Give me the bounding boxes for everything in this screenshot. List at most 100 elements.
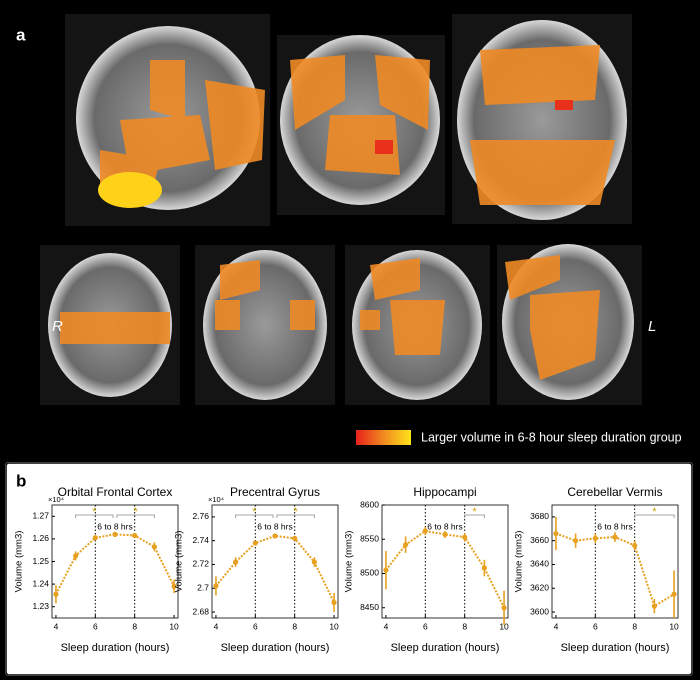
data-point — [442, 531, 448, 538]
x-tick-label: 10 — [169, 621, 179, 631]
data-point — [53, 591, 59, 597]
data-point — [233, 559, 239, 565]
x-tick-label: 8 — [632, 621, 637, 631]
brain-images — [40, 14, 642, 405]
data-point — [592, 535, 598, 541]
y-tick-label: 2.7 — [197, 583, 209, 593]
data-point — [632, 542, 638, 549]
y-label: Volume (mm3) — [344, 531, 355, 593]
legend-gradient — [356, 430, 411, 445]
x-tick-label: 8 — [132, 621, 137, 631]
x-tick-label: 6 — [423, 621, 428, 631]
x-tick-label: 6 — [253, 621, 258, 631]
y-tick-label: 3660 — [530, 535, 549, 545]
plot-frame — [211, 504, 339, 619]
significance-star: * — [294, 506, 299, 518]
data-point — [481, 565, 487, 571]
reference-label: 6 to 8 hrs — [257, 521, 292, 531]
y-label: Volume (mm3) — [14, 531, 25, 593]
data-point — [252, 540, 258, 546]
reference-label: 6 to 8 hrs — [97, 521, 132, 531]
x-tick-label: 10 — [669, 621, 679, 631]
data-point — [651, 603, 657, 609]
x-tick-label: 10 — [329, 621, 339, 631]
significance-star: * — [652, 506, 657, 518]
y-tick-label: 3680 — [530, 511, 549, 521]
data-point — [73, 553, 79, 559]
data-point — [112, 531, 118, 537]
plot-frame — [381, 504, 509, 619]
y-tick-label: 2.68 — [192, 606, 209, 616]
y-label: Volume (mm3) — [514, 531, 525, 593]
significance-star: * — [134, 506, 139, 518]
significance-star: * — [92, 506, 97, 518]
reference-label: 6 to 8 hrs — [597, 521, 632, 531]
chart-title: Cerebellar Vermis — [567, 485, 662, 499]
significance-bracket — [634, 514, 675, 518]
significance-bracket — [116, 514, 155, 518]
chart-title: Precentral Gyrus — [230, 485, 320, 499]
data-point — [553, 530, 559, 537]
panel-label: a — [16, 25, 26, 44]
y-tick-label: 1.25 — [32, 556, 49, 566]
chart-title: Hippocampi — [413, 485, 476, 499]
x-label: Sleep duration (hours) — [561, 642, 670, 654]
data-point — [171, 583, 177, 589]
data-point — [462, 534, 468, 540]
y-multiplier: ×10⁴ — [208, 495, 224, 504]
data-point — [501, 605, 507, 611]
legend-text: Larger volume in 6-8 hour sleep duration… — [421, 430, 682, 444]
y-label: Volume (mm3) — [174, 531, 185, 593]
reference-label: 6 to 8 hrs — [427, 521, 462, 531]
x-tick-label: 4 — [384, 621, 389, 631]
data-point — [671, 591, 677, 597]
significance-star: * — [472, 506, 477, 518]
significance-bracket — [276, 514, 315, 518]
y-tick-label: 2.72 — [192, 559, 209, 569]
y-tick-label: 3640 — [530, 559, 549, 569]
significance-bracket — [75, 514, 114, 518]
data-point — [132, 532, 138, 539]
y-tick-label: 3600 — [530, 606, 549, 616]
panel-label: b — [16, 471, 26, 490]
data-point — [403, 542, 409, 548]
side-label: R — [52, 318, 63, 335]
y-tick-label: 1.24 — [32, 578, 49, 588]
data-point — [383, 567, 389, 573]
panel-b-border — [5, 462, 693, 676]
data-point — [612, 534, 618, 540]
x-label: Sleep duration (hours) — [61, 642, 170, 654]
x-tick-label: 4 — [214, 621, 219, 631]
x-label: Sleep duration (hours) — [391, 642, 500, 654]
data-point — [213, 583, 219, 589]
side-label: L — [648, 318, 656, 335]
y-tick-label: 2.74 — [192, 535, 209, 545]
x-tick-label: 6 — [93, 621, 98, 631]
y-tick-label: 2.76 — [192, 511, 209, 521]
data-point — [311, 559, 317, 565]
y-tick-label: 8550 — [360, 533, 379, 543]
data-point — [92, 535, 98, 541]
significance-bracket — [235, 514, 274, 518]
x-tick-label: 8 — [292, 621, 297, 631]
data-point — [573, 538, 579, 544]
y-tick-label: 1.27 — [32, 511, 49, 521]
x-tick-label: 8 — [462, 621, 467, 631]
y-tick-label: 8500 — [360, 568, 379, 578]
x-label: Sleep duration (hours) — [221, 642, 330, 654]
y-tick-label: 1.26 — [32, 533, 49, 543]
x-tick-label: 10 — [499, 621, 509, 631]
data-point — [422, 528, 428, 534]
x-tick-label: 4 — [54, 621, 59, 631]
significance-bracket — [464, 514, 485, 518]
y-tick-label: 8450 — [360, 602, 379, 612]
y-tick-label: 3620 — [530, 583, 549, 593]
y-multiplier: ×10⁴ — [48, 495, 64, 504]
chart-title: Orbital Frontal Cortex — [58, 485, 173, 499]
significance-star: * — [252, 506, 257, 518]
data-point — [331, 599, 337, 606]
data-point — [151, 544, 157, 550]
x-tick-label: 4 — [554, 621, 559, 631]
